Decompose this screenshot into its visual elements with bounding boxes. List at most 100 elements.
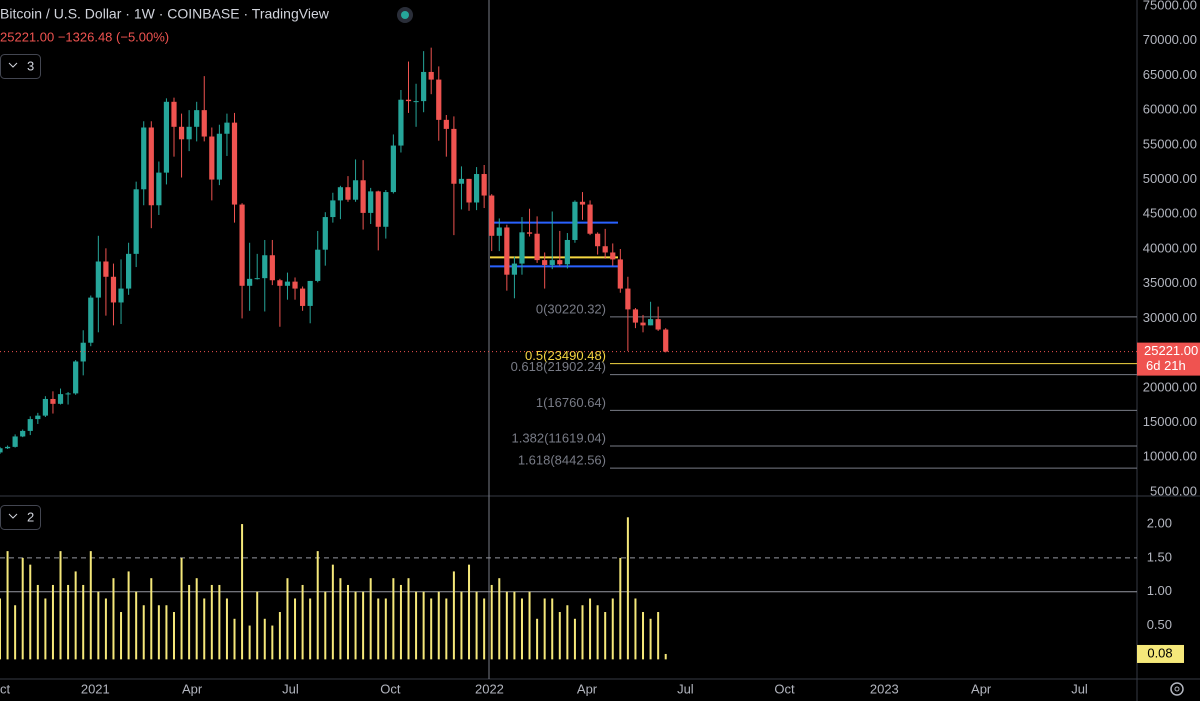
y-tick-label: 55000.00	[1143, 136, 1197, 151]
bar	[664, 653, 667, 660]
fib-label: 0(30220.32)	[536, 301, 606, 316]
candle-body	[315, 249, 321, 281]
bar	[611, 598, 614, 660]
y-tick-label: 10000.00	[1143, 449, 1197, 464]
candle-body	[4, 446, 11, 449]
candle-body	[299, 288, 306, 306]
candle-body	[632, 309, 639, 323]
x-tick-label: Apr	[182, 681, 203, 696]
status-dot	[401, 11, 409, 19]
bar	[67, 584, 70, 660]
x-tick-label: Oct	[774, 681, 795, 696]
candle-body	[42, 398, 48, 416]
bar	[354, 591, 357, 660]
candle-body	[201, 110, 207, 137]
bar	[286, 578, 289, 660]
bar	[241, 524, 244, 660]
bar	[634, 598, 637, 660]
x-tick-label: 2021	[81, 681, 110, 696]
y-tick-label: 1.00	[1147, 583, 1172, 598]
candle-body	[216, 133, 222, 180]
bar	[74, 571, 77, 660]
y-tick-label: 15000.00	[1143, 414, 1197, 429]
candle-body	[352, 180, 359, 200]
candle-body	[595, 233, 601, 247]
bar	[157, 605, 160, 660]
candle-body	[481, 174, 487, 196]
bar	[36, 584, 39, 660]
candle-body	[95, 261, 101, 298]
candle-body	[57, 394, 64, 404]
bar	[460, 591, 463, 660]
bar	[604, 612, 607, 660]
y-tick-label: 1.50	[1147, 549, 1172, 564]
candle-body	[73, 361, 79, 394]
bar	[195, 578, 198, 660]
candle-body	[451, 128, 457, 184]
candle-body	[489, 195, 495, 236]
bar	[29, 564, 32, 660]
candle-body	[178, 126, 185, 140]
bar	[384, 598, 387, 660]
candle-body	[368, 191, 374, 213]
candle-body	[587, 204, 593, 234]
bar	[430, 598, 433, 660]
candle-body	[186, 126, 192, 140]
bar	[657, 612, 660, 660]
bar	[490, 584, 493, 660]
indicator-count: 3	[27, 58, 34, 73]
bar	[59, 551, 62, 660]
chevron	[8, 62, 18, 68]
bar	[248, 625, 251, 660]
y-tick-label: 50000.00	[1143, 171, 1197, 186]
candle-body	[292, 281, 298, 289]
candle-body	[133, 189, 139, 254]
bar	[172, 612, 175, 660]
bar	[309, 598, 312, 660]
candle-body	[557, 260, 563, 265]
indicator-toggle[interactable]	[0, 505, 41, 530]
bar	[301, 584, 304, 660]
y-tick-label: 20000.00	[1143, 379, 1197, 394]
bar	[324, 591, 327, 660]
bar	[619, 557, 622, 660]
candle-body	[504, 227, 510, 275]
bar	[513, 591, 516, 660]
bar	[6, 551, 9, 660]
candle-body	[269, 255, 275, 281]
candle-body	[625, 288, 631, 310]
bar	[97, 591, 100, 660]
candle-body	[277, 280, 283, 286]
candle-body	[262, 255, 268, 279]
bar	[452, 571, 455, 660]
candle-body	[156, 172, 162, 206]
candle-body	[534, 233, 540, 261]
candle-body	[617, 259, 623, 289]
settings-icon[interactable]	[1170, 682, 1184, 696]
candle-body	[496, 227, 502, 236]
candle-body	[307, 280, 313, 306]
indicator-toggle[interactable]	[0, 54, 41, 79]
candle-body	[602, 246, 608, 253]
candle-body	[421, 71, 427, 102]
candle-body	[383, 192, 389, 227]
candle-body	[572, 201, 578, 240]
x-tick-label: Apr	[577, 681, 598, 696]
bar	[294, 598, 297, 660]
candle-body	[231, 122, 238, 205]
bar	[127, 571, 130, 660]
bar	[437, 591, 440, 660]
candle-body	[103, 261, 109, 277]
value-label-box	[1137, 644, 1184, 663]
candle-body	[194, 110, 200, 127]
bar	[498, 578, 501, 660]
bar	[505, 591, 508, 660]
candle-body	[118, 288, 124, 303]
bar	[407, 578, 410, 660]
bar	[362, 591, 365, 660]
candle-body	[65, 393, 71, 395]
bar	[233, 618, 236, 660]
candle-body	[542, 260, 548, 265]
candle-body	[141, 127, 147, 190]
